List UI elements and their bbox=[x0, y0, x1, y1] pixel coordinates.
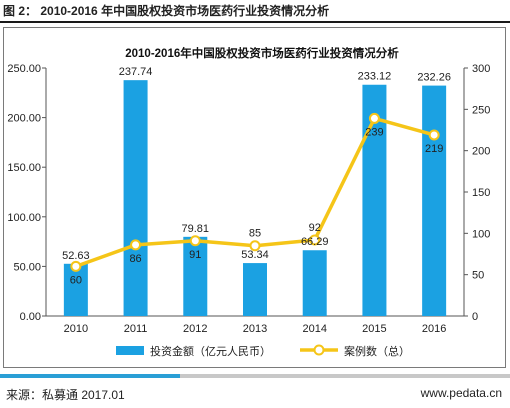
line-value-label: 85 bbox=[249, 228, 261, 240]
legend-label-line: 案例数（总） bbox=[344, 344, 410, 358]
bar bbox=[422, 85, 447, 316]
right-axis-tick-label: 250 bbox=[472, 104, 490, 116]
x-axis-tick-label: 2016 bbox=[422, 323, 446, 335]
legend-swatch-bar bbox=[116, 346, 144, 355]
right-axis-tick-label: 150 bbox=[472, 187, 490, 199]
bar-value-label: 237.74 bbox=[119, 66, 153, 78]
bar-value-label: 52.63 bbox=[62, 250, 90, 262]
bar bbox=[183, 236, 208, 316]
case-count-marker bbox=[70, 260, 82, 272]
left-axis-tick-label: 200.00 bbox=[7, 113, 41, 125]
line-value-label: 60 bbox=[70, 274, 82, 286]
legend-swatch-marker bbox=[313, 344, 325, 356]
bar-value-label: 233.12 bbox=[358, 71, 392, 83]
bar-value-label: 79.81 bbox=[182, 223, 210, 235]
line-value-label: 239 bbox=[365, 126, 383, 138]
x-axis-tick-label: 2012 bbox=[183, 323, 207, 335]
source-note: 来源：私募通 2017.01 bbox=[6, 388, 125, 402]
bar-value-label: 66.29 bbox=[301, 236, 329, 248]
right-axis-tick-label: 0 bbox=[472, 311, 478, 323]
chart-frame: 2010-2016年中国股权投资市场医药行业投资情况分析 0.00 50.00 10… bbox=[3, 27, 506, 368]
left-axis-tick-label: 50.00 bbox=[13, 261, 41, 273]
x-axis-tick-label: 2010 bbox=[64, 323, 88, 335]
case-count-marker bbox=[368, 112, 380, 124]
line-value-label: 92 bbox=[309, 222, 321, 234]
x-axis-tick-label: 2014 bbox=[302, 323, 326, 335]
chart: 2010-2016年中国股权投资市场医药行业投资情况分析 0.00 50.00 10… bbox=[7, 46, 490, 358]
line-value-label: 91 bbox=[189, 249, 201, 261]
left-axis-tick-label: 100.00 bbox=[7, 212, 41, 224]
legend-label-bar: 投资金额（亿元人民币） bbox=[150, 344, 271, 358]
left-axis-tick-label: 150.00 bbox=[7, 162, 41, 174]
footer-rule bbox=[0, 374, 510, 378]
footer-rule-accent bbox=[0, 374, 180, 378]
data-labels: 52.63 237.74 79.81 53.34 66.29 233.12 232.26 60… bbox=[62, 66, 451, 286]
case-count-marker bbox=[130, 239, 142, 251]
case-count-marker bbox=[428, 129, 440, 141]
right-axis-tick-label: 100 bbox=[472, 228, 490, 240]
bar-value-label: 53.34 bbox=[241, 249, 269, 261]
bar bbox=[63, 263, 88, 316]
case-count-marker bbox=[309, 234, 321, 246]
line-series bbox=[70, 112, 440, 272]
case-count-marker bbox=[189, 235, 201, 247]
axes: 0.00 50.00 100.00 150.00 200.00 250.00 0 50 100 1… bbox=[7, 63, 490, 335]
line-value-label: 219 bbox=[425, 143, 443, 155]
bar-series bbox=[63, 80, 447, 316]
chart-title: 2010-2016年中国股权投资市场医药行业投资情况分析 bbox=[125, 46, 399, 60]
bar-value-label: 232.26 bbox=[417, 72, 451, 84]
right-axis-tick-label: 50 bbox=[472, 270, 484, 282]
x-axis-tick-label: 2011 bbox=[124, 323, 148, 335]
bar bbox=[123, 80, 148, 316]
bar bbox=[302, 250, 327, 316]
left-axis-tick-label: 250.00 bbox=[7, 63, 41, 75]
right-axis-tick-label: 200 bbox=[472, 146, 490, 158]
website-link[interactable]: www.pedata.cn bbox=[420, 386, 502, 400]
x-axis-tick-label: 2013 bbox=[243, 323, 267, 335]
caption-divider bbox=[0, 21, 510, 23]
line-value-label: 86 bbox=[129, 253, 141, 265]
x-axis-tick-label: 2015 bbox=[362, 323, 386, 335]
legend: 投资金额（亿元人民币） 案例数（总） bbox=[116, 344, 410, 358]
bar bbox=[243, 263, 267, 316]
case-count-marker bbox=[249, 240, 261, 252]
left-axis-tick-label: 0.00 bbox=[20, 311, 41, 323]
right-axis-tick-label: 300 bbox=[472, 63, 490, 75]
figure-caption: 图 2： 2010-2016 年中国股权投资市场医药行业投资情况分析 bbox=[3, 4, 330, 18]
